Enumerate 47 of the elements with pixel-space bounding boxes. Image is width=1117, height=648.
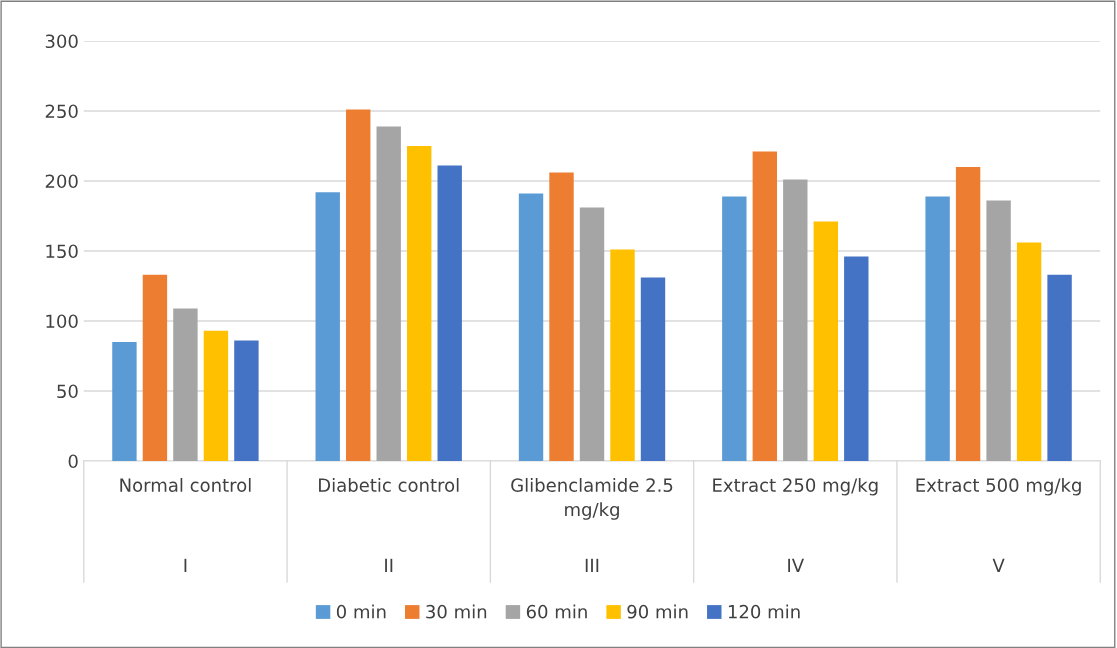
x-tick-label: Normal control	[120, 478, 251, 492]
y-tick-label: 0	[68, 454, 78, 469]
bar	[437, 165, 462, 461]
bar	[844, 256, 869, 461]
bar	[203, 330, 229, 461]
bar	[315, 192, 340, 461]
y-tick-label: 300	[45, 34, 78, 49]
bar	[234, 340, 259, 461]
legend-label: 60 min	[526, 604, 587, 619]
x-tick-label: Extract 500 mg/kg	[916, 478, 1081, 496]
text: II	[385, 558, 393, 572]
bar	[813, 221, 838, 461]
bar	[610, 249, 635, 461]
bar	[346, 109, 371, 461]
bar	[407, 146, 432, 461]
bar	[173, 308, 198, 461]
y-tick-label: 200	[45, 174, 78, 189]
legend-label: 120 min	[728, 604, 800, 619]
x-tick-label: Extract 250 mg/kg	[713, 478, 878, 496]
bar	[1047, 274, 1072, 461]
x-tick-label: Glibenclamide 2.5 mg/kg	[511, 478, 673, 520]
x-tick-label: Diabetic control	[319, 478, 459, 492]
bar	[549, 172, 574, 461]
bar	[752, 151, 778, 461]
bar	[722, 196, 747, 461]
legend-label: 30 min	[426, 604, 487, 619]
y-tick-label: 100	[46, 314, 78, 329]
bar	[640, 277, 666, 461]
bar	[112, 342, 137, 461]
bar	[579, 207, 605, 461]
text: IV	[788, 558, 804, 572]
bar	[142, 274, 168, 461]
legend-label: 0 min	[336, 604, 386, 619]
text: III	[585, 558, 599, 572]
bar	[1016, 242, 1042, 461]
bar	[518, 193, 544, 461]
y-tick-label: 150	[46, 244, 78, 259]
text: I	[184, 558, 187, 572]
y-tick-label: 50	[57, 384, 78, 399]
bar	[986, 200, 1011, 461]
text: V	[992, 558, 1005, 572]
bar	[925, 196, 950, 461]
bar	[783, 179, 808, 461]
y-tick-label: 250	[45, 104, 78, 119]
bar	[955, 167, 981, 461]
legend-label: 90 min	[627, 604, 688, 619]
bar	[376, 126, 401, 461]
